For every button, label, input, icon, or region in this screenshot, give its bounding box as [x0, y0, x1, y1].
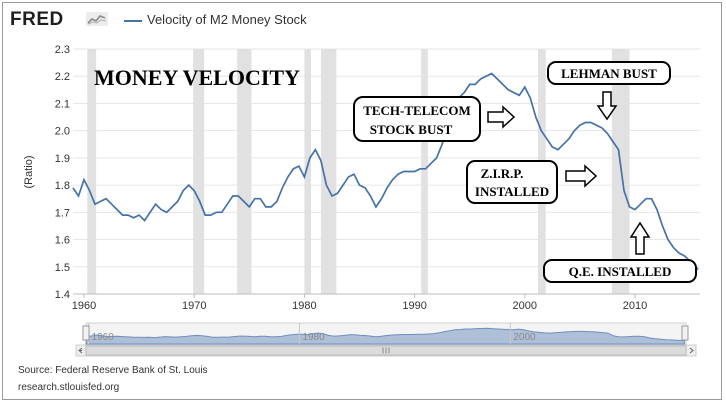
arrow-right-tech [487, 105, 516, 129]
fred-logo-chart-icon [86, 12, 108, 26]
range-navigator[interactable]: 1960 1980 2000 [82, 322, 689, 345]
y-tick-label: 1.5 [55, 262, 70, 274]
annotation-tech-line1: TECH-TELECOM [363, 103, 471, 118]
y-tick-label: 2.3 [55, 44, 70, 56]
recession-band [421, 49, 428, 294]
recession-band [87, 49, 97, 294]
fred-logo[interactable]: FRED [10, 9, 64, 30]
series-line-velocity-m2 [72, 72, 699, 271]
x-tick-label: 2010 [623, 300, 647, 312]
recession-band [304, 49, 312, 294]
annotation-lehman: LEHMAN BUST [547, 61, 671, 85]
arrow-down-lehman [596, 91, 618, 121]
scroll-right-arrow-icon[interactable] [689, 347, 694, 354]
legend-line-swatch [124, 20, 142, 22]
y-axis-ticks: 1.4 1.5 1.6 1.7 1.8 1.9 2.0 2.1 2.2 2.3 [55, 44, 70, 301]
arrow-up-qe [629, 221, 651, 255]
annotation-zirp: Z.I.R.P. INSTALLED [466, 160, 558, 204]
navigator-scrollbar[interactable] [75, 344, 697, 357]
annotation-tech-telecom: TECH-TELECOM STOCK BUST [353, 96, 481, 142]
navigator-handle-left[interactable] [82, 325, 90, 341]
annotation-tech-line2: STOCK BUST [370, 122, 453, 137]
x-tick-label: 1990 [402, 300, 426, 312]
x-tick-label: 2000 [513, 300, 537, 312]
navigator-tick-label: 1960 [92, 332, 115, 343]
navigator-tick-label: 2000 [513, 332, 536, 343]
annotation-qe: Q.E. INSTALLED [543, 259, 697, 283]
x-tick-label: 1980 [292, 300, 316, 312]
arrow-right-zirp [565, 164, 598, 188]
navigator-tick-label: 1980 [302, 332, 325, 343]
y-tick-label: 2.1 [55, 98, 70, 110]
source-text: Source: Federal Reserve Bank of St. Loui… [18, 365, 208, 376]
annotation-zirp-line1: Z.I.R.P. [481, 166, 524, 181]
legend-label[interactable]: Velocity of M2 Money Stock [147, 12, 307, 27]
annotation-title: MONEY VELOCITY [94, 65, 300, 90]
annotation-zirp-line2: INSTALLED [475, 184, 549, 199]
y-tick-label: 1.4 [55, 289, 70, 301]
navigator-handle-right[interactable] [681, 325, 689, 341]
x-tick-label: 1960 [72, 300, 96, 312]
scroll-left-arrow-icon[interactable] [78, 347, 83, 354]
y-tick-label: 2.0 [55, 126, 70, 138]
y-tick-label: 1.6 [55, 235, 70, 247]
recession-band [237, 49, 252, 294]
annotation-lehman-text: LEHMAN BUST [561, 66, 657, 81]
annotation-qe-text: Q.E. INSTALLED [569, 264, 672, 279]
y-axis-label: (Ratio) [23, 155, 35, 188]
recession-band [193, 49, 205, 294]
y-tick-label: 1.8 [55, 180, 70, 192]
scroll-grip-icon[interactable] [382, 347, 390, 354]
x-tick-label: 1970 [182, 300, 206, 312]
source-site-link[interactable]: research.stlouisfed.org [18, 382, 120, 393]
y-tick-label: 1.9 [55, 153, 70, 165]
recession-band [320, 49, 337, 294]
x-axis-ticks: 1960 1970 1980 1990 2000 2010 [72, 293, 700, 312]
y-tick-label: 2.2 [55, 71, 70, 83]
y-tick-label: 1.7 [55, 207, 70, 219]
navigator-area [85, 327, 685, 345]
